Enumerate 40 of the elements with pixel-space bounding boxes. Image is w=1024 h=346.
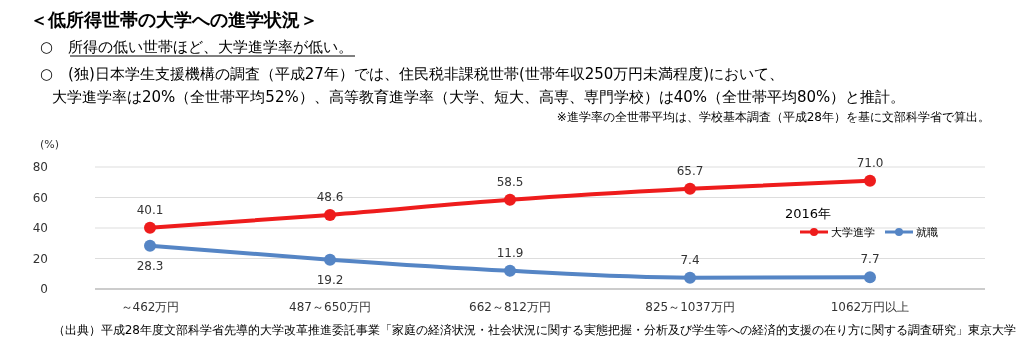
point	[504, 264, 516, 277]
point	[864, 174, 876, 187]
data-label: 65.7	[676, 163, 704, 178]
data-label: 11.9	[496, 245, 524, 260]
legend-label: 就職	[916, 225, 938, 239]
data-label: 58.5	[496, 174, 524, 189]
data-label: 71.0	[856, 155, 884, 170]
text: 大学進学率は20%（全世帯平均52%）、高等教育進学率（大学、短大、高専、専門学校）は40%（全世帯平均80%）と推計。	[52, 88, 906, 106]
y-tick-label: 40	[32, 221, 48, 236]
data-label: 28.3	[136, 258, 164, 273]
x-tick-label: 1062万円以上	[830, 300, 910, 314]
x-tick-label: 487～650万円	[289, 300, 371, 314]
y-tick-label: 0	[40, 282, 48, 297]
data-label: 48.6	[316, 189, 344, 204]
data-label: 19.2	[316, 272, 344, 287]
point	[684, 182, 696, 195]
y-tick-label: 20	[32, 251, 48, 266]
text: （出典）平成28年度文部科学省先導的大学改革推進委託事業「家庭の経済状況・社会状況に関する実態把握・分析及び学生等への経済的支援の在り方に関する調査研究」東京大学	[52, 323, 1016, 337]
data-label: 40.1	[136, 202, 164, 217]
data-label: 7.7	[860, 252, 880, 267]
point	[504, 193, 516, 206]
point	[684, 271, 696, 284]
chart-title: ＜低所得世帯の大学への進学状況＞	[30, 9, 318, 30]
y-tick-label: 80	[32, 160, 48, 175]
x-tick-label: ～462万円	[120, 300, 180, 314]
y-axis-title: (%)	[40, 138, 60, 151]
point	[144, 239, 156, 252]
point	[324, 253, 336, 266]
point	[144, 221, 156, 234]
text: ○ 所得の低い世帯ほど、大学進学率が低い。	[40, 38, 354, 56]
x-tick-label: 662～812万円	[469, 300, 551, 314]
legend-title: 2016年	[785, 206, 832, 221]
legend-label: 大学進学	[831, 225, 875, 239]
x-tick-label: 825～1037万円	[645, 300, 735, 314]
point	[864, 271, 876, 284]
point	[324, 208, 336, 221]
text: ○ (独)日本学生支援機構の調査（平成27年）では、住民税非課税世帯(世帯年収250万円未満程度)において、	[40, 65, 785, 83]
y-tick-label: 60	[32, 190, 48, 205]
data-label: 7.4	[680, 252, 700, 267]
text: ※進学率の全世帯平均は、学校基本調査（平成28年）を基に文部科学省で算出。	[556, 110, 990, 124]
